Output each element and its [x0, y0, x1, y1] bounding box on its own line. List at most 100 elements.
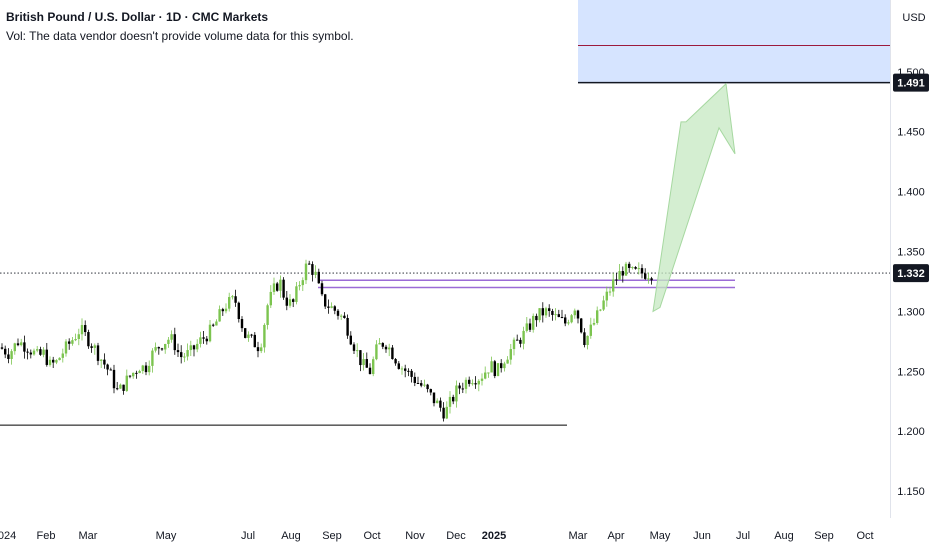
candle-body — [378, 343, 381, 345]
candle-body — [205, 338, 208, 342]
candle-body — [644, 273, 647, 279]
candle-body — [445, 406, 448, 419]
candle-body — [240, 319, 244, 329]
candle-body — [308, 263, 311, 265]
candle-body — [538, 308, 541, 321]
candle-body — [576, 310, 580, 319]
candle-body — [615, 279, 618, 281]
currency-button[interactable]: USD — [902, 12, 926, 24]
candle-body — [452, 396, 455, 402]
x-tick-label: Jul — [241, 530, 255, 542]
candle-body — [180, 352, 183, 358]
candle-body — [484, 372, 487, 379]
candle-body — [282, 279, 285, 298]
x-tick-label: Apr — [607, 530, 624, 542]
candle-body — [596, 310, 599, 323]
candle-body — [394, 359, 397, 364]
candle-body — [509, 349, 512, 360]
candle-body — [544, 308, 548, 316]
candle-body — [352, 344, 356, 351]
x-tick-label: Jul — [736, 530, 750, 542]
x-tick-label: Oct — [363, 530, 380, 542]
candle-body — [340, 315, 343, 317]
y-tick-label: 1.350 — [897, 247, 925, 259]
x-tick-label: Mar — [79, 530, 98, 542]
candle-body — [416, 382, 420, 384]
candle-body — [148, 365, 151, 373]
candle-body — [564, 317, 567, 324]
candle-body — [228, 297, 231, 309]
candle-body — [336, 310, 340, 316]
candle-body — [608, 291, 612, 293]
target-price-tag-text: 1.491 — [897, 78, 925, 90]
candle-body — [100, 359, 103, 361]
y-tick-label: 1.150 — [897, 486, 925, 498]
candle-body — [343, 315, 346, 318]
candle-body — [324, 294, 327, 307]
candle-body — [592, 322, 596, 325]
candle-body — [167, 339, 170, 345]
candle-body — [605, 291, 608, 301]
candle-body — [493, 361, 496, 377]
candle-body — [362, 359, 365, 366]
candle-body — [621, 271, 624, 276]
symbol-title: British Pound / U.S. Dollar · 1D · CMC M… — [6, 10, 269, 24]
candle-body — [359, 350, 362, 366]
candle-body — [42, 349, 45, 355]
candle-body — [292, 299, 295, 302]
candle-body — [327, 306, 330, 308]
candle-body — [141, 365, 144, 371]
candle-body — [423, 384, 426, 386]
candle-body — [429, 389, 432, 393]
candle-body — [580, 318, 583, 333]
candle-body — [314, 271, 317, 275]
candle-body — [224, 308, 228, 312]
y-tick-label: 1.300 — [897, 306, 925, 318]
candle-body — [522, 330, 525, 344]
candle-body — [106, 364, 109, 370]
candle-body — [132, 372, 135, 377]
volume-note: Vol: The data vendor doesn't provide vol… — [6, 29, 354, 43]
candle-body — [496, 363, 500, 377]
x-tick-label: Dec — [446, 530, 466, 542]
candle-body — [317, 271, 320, 284]
target-price-tag — [893, 73, 929, 92]
candle-body — [154, 347, 157, 351]
x-tick-label: Sep — [814, 530, 834, 542]
candle-body — [375, 344, 378, 360]
candle-body — [320, 283, 324, 295]
candle-body — [618, 271, 621, 280]
candle-body — [525, 323, 528, 331]
candle-body — [71, 340, 74, 344]
candle-body — [490, 361, 493, 373]
candle-body — [288, 299, 292, 306]
candle-body — [119, 384, 122, 389]
candle-body — [125, 375, 128, 391]
candle-body — [637, 268, 640, 270]
candle-body — [151, 350, 154, 366]
candle-body — [573, 310, 576, 316]
candle-body — [586, 335, 589, 346]
candle-body — [4, 348, 7, 355]
candle-body — [458, 385, 461, 389]
current-price-tag-text: 1.332 — [897, 268, 925, 280]
candle-body — [144, 365, 148, 373]
candle-body — [410, 370, 413, 377]
candle-body — [116, 388, 119, 390]
candle-body — [250, 334, 253, 336]
candle-body — [218, 309, 221, 322]
candle-body — [13, 343, 16, 352]
candle-body — [103, 359, 106, 365]
candle-body — [512, 339, 516, 350]
candle-body — [61, 353, 64, 358]
candle-body — [189, 345, 192, 351]
candle-body — [237, 302, 240, 320]
x-tick-label: Sep — [322, 530, 342, 542]
candle-body — [528, 323, 532, 330]
candle-body — [80, 325, 84, 335]
x-tick-label: 2025 — [482, 530, 506, 542]
candle-body — [455, 385, 458, 402]
candle-body — [279, 279, 282, 291]
